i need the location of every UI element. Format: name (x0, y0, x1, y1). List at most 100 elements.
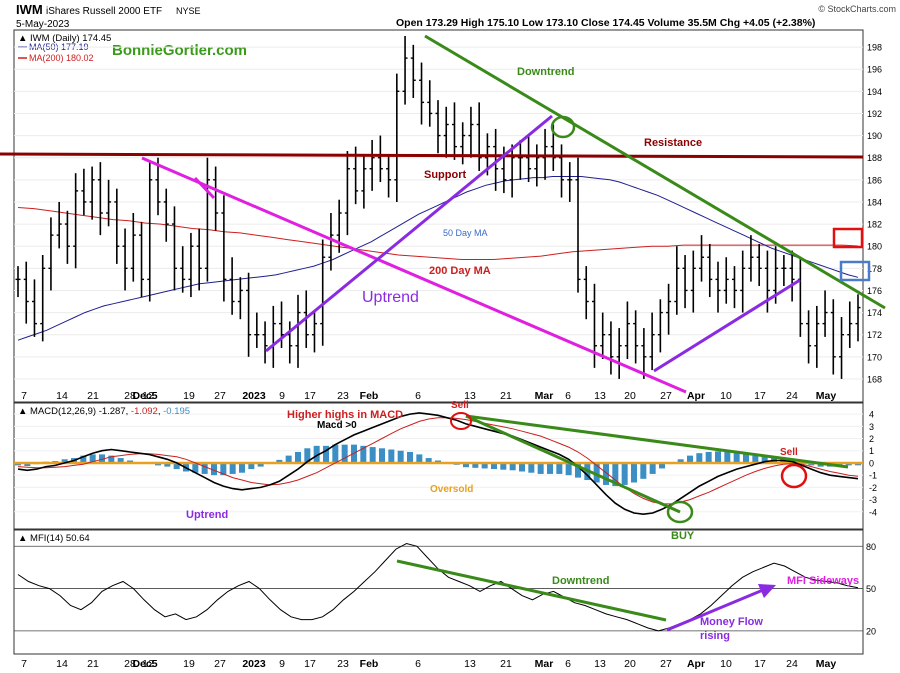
x-tick-label: 17 (754, 390, 766, 402)
x-tick-label: 27 (214, 658, 226, 670)
macd-hist-bar (201, 462, 208, 474)
mfi-tick-label: 50 (866, 584, 876, 594)
mfi-legend: ▲ MFI(14) 50.64 (18, 533, 90, 544)
x-tick-label: 21 (87, 658, 99, 670)
x-tick-label: Mar (535, 658, 554, 670)
x-tick-label: Dec5 (132, 390, 157, 402)
price-tick-label: 170 (867, 352, 882, 362)
macd-hist-bar (528, 462, 535, 473)
macd-hist-bar (332, 444, 339, 463)
price-bar (377, 135, 383, 183)
sell-annotation-1: Sell (451, 400, 469, 411)
red-box-marker (832, 227, 864, 249)
macd-hist-bar (61, 459, 68, 463)
price-bar (221, 195, 227, 302)
price-bar (740, 250, 746, 313)
price-bar (526, 135, 532, 183)
x-tick-label: 9 (279, 390, 285, 402)
macd-hist-bar (612, 462, 619, 487)
price-panel (13, 29, 864, 403)
price-tick-label: 180 (867, 242, 882, 252)
macd-hist-bar (705, 451, 712, 463)
sell-circle-1 (450, 412, 472, 430)
macd-hist-bar (304, 448, 311, 463)
price-tick-label: 192 (867, 109, 882, 119)
price-bar (262, 321, 268, 364)
price-bar (163, 188, 169, 242)
price-tick-label: 178 (867, 264, 882, 274)
x-tick-label: Apr (687, 658, 705, 670)
price-tick-label: 168 (867, 374, 882, 384)
price-bar (23, 261, 29, 324)
price-bar (328, 213, 334, 271)
price-bar (814, 305, 820, 368)
price-bar (361, 155, 367, 209)
macd-hist-bar (313, 445, 320, 463)
price-tick-label: 194 (867, 87, 882, 97)
blue-box-marker (839, 260, 871, 282)
x-tick-label: 23 (337, 658, 349, 670)
macd-signal-line (17, 417, 859, 505)
x-tick-label: 27 (660, 658, 672, 670)
price-tick-label: 198 (867, 43, 882, 53)
downtrend-line (424, 34, 886, 310)
x-tick-label: May (816, 390, 837, 402)
macd-tick-label: 1 (869, 446, 874, 456)
macd-hist-bar (463, 462, 469, 468)
x-tick-label: 9 (279, 658, 285, 670)
price-bar (213, 166, 219, 231)
x-tick-label: 24 (786, 658, 798, 670)
watermark: BonnieGortler.com (112, 42, 247, 59)
price-bar (56, 201, 62, 249)
macd-tick-label: 4 (869, 410, 874, 420)
price-bar (254, 312, 260, 348)
macd-panel (13, 402, 864, 530)
price-tick-label: 196 (867, 65, 882, 75)
macd-hist-bar (24, 462, 31, 466)
mfi-panel (13, 529, 864, 655)
price-bar (822, 290, 828, 337)
exchange-label: NYSE (176, 6, 201, 16)
price-tick-label: 186 (867, 175, 882, 185)
macd-line (17, 412, 859, 516)
ma200-legend: MA(200) 180.02 (29, 53, 94, 63)
price-bar (699, 235, 705, 282)
price-bar (493, 128, 499, 191)
macd-hist-bar (687, 455, 693, 463)
macd-hist-bar (117, 458, 124, 463)
mfi-uptrend-arrow-shaft (666, 588, 764, 632)
price-bar (130, 213, 136, 282)
macd-hist-bar (276, 459, 283, 463)
price-tick-label: 182 (867, 220, 882, 230)
macd-hist-bar (565, 462, 572, 476)
macd-hist-bar (211, 462, 217, 476)
price-bar (31, 279, 37, 337)
x-tick-label: 10 (720, 658, 732, 670)
macd-hist-bar (239, 462, 245, 473)
ma50-path (17, 176, 859, 341)
price-bar (517, 139, 523, 180)
buy-circle (666, 500, 694, 524)
x-tick-label: 17 (304, 390, 316, 402)
price-bar (15, 266, 21, 298)
macd-hist-bar (603, 462, 609, 485)
price-bar (451, 102, 457, 160)
macd-tick-label: -4 (869, 507, 877, 517)
macd-hist-bar (659, 462, 665, 469)
etf-name-label: iShares Russell 2000 ETF (46, 6, 162, 17)
macd-hist-bar (248, 462, 255, 470)
x-tick-label: 2023 (242, 390, 266, 402)
x-tick-label: 19 (183, 658, 195, 670)
x-tick-label: Dec5 (132, 658, 157, 670)
price-y-axis: 168 170 172 174 176 178 180 182 184 186 188 190 192 1… (867, 43, 882, 385)
price-bar (229, 257, 235, 315)
price-bar (633, 310, 639, 364)
macd-hist-bar (631, 462, 637, 483)
macd-hist-bar (192, 462, 199, 473)
macd-hist-bar (220, 462, 227, 476)
price-bar (139, 221, 145, 298)
x-tick-label: 28 (124, 658, 136, 670)
sell-circle-2 (780, 463, 808, 489)
x-tick-label: 27 (214, 390, 226, 402)
